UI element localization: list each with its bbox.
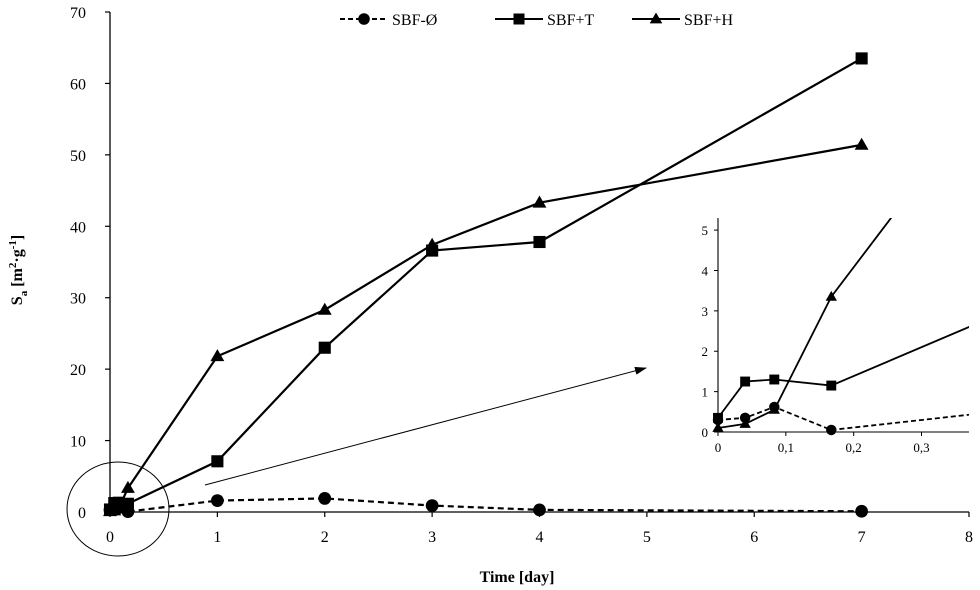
y-tick-label: 10: [70, 434, 86, 451]
inset-y-tick-label: 2: [702, 344, 709, 359]
inset-data-point-3: [712, 422, 724, 432]
y-tick-label: 30: [70, 291, 86, 308]
y-tick-label: 20: [70, 362, 86, 379]
data-point-2: [855, 52, 868, 65]
inset-x-tick-label: 0,1: [778, 440, 794, 455]
inset-data-point-1: [739, 412, 751, 424]
legend-label-2: SBF+T: [547, 12, 594, 29]
x-tick-label: 1: [213, 529, 221, 546]
inset-series-clipped: [712, 218, 969, 436]
inset-axes: [682, 210, 977, 460]
inset-x-tick-label: 0: [715, 440, 722, 455]
x-axis-title: Time [day]: [480, 569, 555, 586]
inset-y-tick-label: 0: [702, 425, 709, 440]
inset-data-point-3: [768, 403, 780, 414]
legend-marker-3: [649, 12, 663, 24]
x-tick-label: 7: [858, 529, 866, 546]
data-point-3: [854, 137, 869, 150]
data-point-1: [425, 499, 439, 512]
y-axis-title-unit-open: [m: [9, 267, 26, 290]
y-tick-label: 70: [70, 5, 86, 22]
inset-series: [712, 218, 969, 436]
x-tick-label: 2: [321, 529, 329, 546]
y-axis-title-mid: ·g: [9, 249, 26, 262]
y-axis-title-sub: a: [18, 290, 30, 296]
x-tick-label: 8: [965, 529, 973, 546]
legend-label-3: SBF+H: [684, 12, 733, 29]
inset-data-point-3: [825, 290, 837, 301]
y-tick-label: 0: [78, 505, 86, 522]
y-axis-title: Sa [m2·g-1]: [7, 235, 30, 305]
inset-y-tick-label: 3: [702, 304, 709, 319]
x-tick-label: 5: [643, 529, 651, 546]
inset-y-tick-label: 4: [702, 263, 709, 278]
legend-label-1: SBF-Ø: [392, 12, 437, 29]
y-tick-label: 50: [70, 148, 86, 165]
data-point-3: [532, 195, 547, 208]
inset-x-tick-label: 0,3: [913, 440, 929, 455]
data-point-2: [533, 235, 546, 249]
data-point-1: [210, 494, 224, 507]
inset-data-point-2: [713, 412, 723, 423]
inset-tick-labels: 0 0,1 0,2 0,3 0 1 2 3 4 5: [702, 223, 930, 455]
inset-data-point-3: [739, 418, 751, 428]
data-point-2: [211, 455, 224, 468]
data-point-1: [318, 492, 332, 505]
inset-data-point-2: [740, 376, 751, 387]
inset-series-line-3: [717, 218, 893, 429]
data-point-3: [425, 237, 440, 250]
inset-y-tick-label: 5: [702, 223, 709, 238]
y-tick-label: 60: [70, 76, 86, 93]
data-point-3: [121, 480, 135, 493]
inset-data-point-2: [826, 380, 837, 391]
inset-y-tick-label: 1: [702, 385, 709, 400]
data-point-3: [317, 302, 332, 315]
data-point-1: [855, 504, 869, 518]
legend: SBF-Ø SBF+T SBF+H: [340, 12, 733, 29]
data-point-2: [121, 497, 134, 510]
inset-x-tick-label: 0,2: [846, 440, 862, 455]
legend-marker-1: [358, 13, 370, 25]
annotations: [66, 366, 647, 557]
data-point-3: [210, 349, 225, 362]
y-axis-title-sup1: 2: [7, 262, 19, 268]
inset-series-line-2: [717, 326, 969, 419]
x-tick-label: 4: [536, 529, 544, 546]
inset-background: [682, 210, 977, 460]
zoom-arrow: [204, 366, 647, 486]
legend-marker-2: [513, 13, 525, 25]
data-point-1: [533, 503, 546, 517]
main-series: [103, 52, 869, 519]
y-tick-label: 40: [70, 219, 86, 236]
y-axis-title-sup2: -1: [7, 240, 19, 249]
data-point-3: [111, 500, 126, 513]
zoom-region-circle: [66, 461, 170, 557]
x-tick-label: 0: [106, 529, 114, 546]
y-axis-title-main: S: [9, 296, 26, 305]
x-tick-label: 6: [750, 529, 758, 546]
y-axis-title-close: ]: [9, 235, 26, 240]
x-tick-label: 3: [428, 529, 436, 546]
data-point-2: [318, 341, 331, 354]
inset-data-point-2: [769, 374, 780, 385]
inset-data-point-1: [826, 424, 837, 436]
